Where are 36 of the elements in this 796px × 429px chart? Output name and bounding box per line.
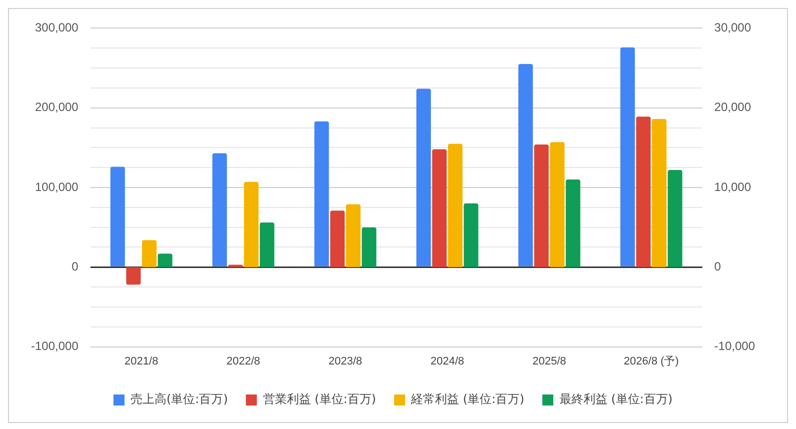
- y2-tick-label: 0: [714, 259, 722, 274]
- bar: [126, 267, 141, 285]
- bar: [550, 142, 564, 268]
- y2-tick-label: -10,000: [714, 339, 756, 354]
- bar: [566, 180, 580, 268]
- legend-label: 最終利益 (単位:百万): [559, 392, 673, 406]
- bar: [652, 119, 666, 268]
- x-tick-label: 2021/8: [124, 355, 158, 368]
- bar: [110, 166, 125, 266]
- legend-label: 経常利益 (単位:百万): [410, 392, 524, 406]
- bar: [464, 203, 478, 268]
- x-tick-label: 2023/8: [328, 355, 362, 368]
- bar: [668, 170, 682, 268]
- y2-tick-label: 30,000: [714, 20, 752, 35]
- bar: [142, 240, 157, 268]
- bar: [362, 227, 376, 268]
- bar: [244, 182, 259, 268]
- x-tick-label: 2024/8: [430, 355, 464, 368]
- x-tick-label: 2022/8: [226, 355, 260, 368]
- y-tick-label: 0: [72, 259, 79, 274]
- bar: [158, 254, 172, 268]
- bar: [314, 121, 329, 266]
- bar: [448, 144, 463, 268]
- y2-tick-label: 10,000: [714, 180, 752, 194]
- x-tick-label: 2026/8 (予): [624, 355, 679, 368]
- y-tick-label: 300,000: [34, 20, 79, 35]
- y-tick-label: 100,000: [34, 180, 79, 194]
- bar: [346, 204, 361, 268]
- legend-label: 売上高(単位:百万): [130, 392, 228, 406]
- x-tick-label: 2025/8: [532, 355, 566, 368]
- bar: [260, 222, 274, 268]
- y-tick-label: 200,000: [34, 100, 79, 114]
- y2-tick-label: 20,000: [714, 100, 752, 114]
- y-tick-label: -100,000: [31, 339, 79, 354]
- legend-label: 営業利益 (単位:百万): [262, 392, 376, 406]
- bar: [212, 153, 227, 266]
